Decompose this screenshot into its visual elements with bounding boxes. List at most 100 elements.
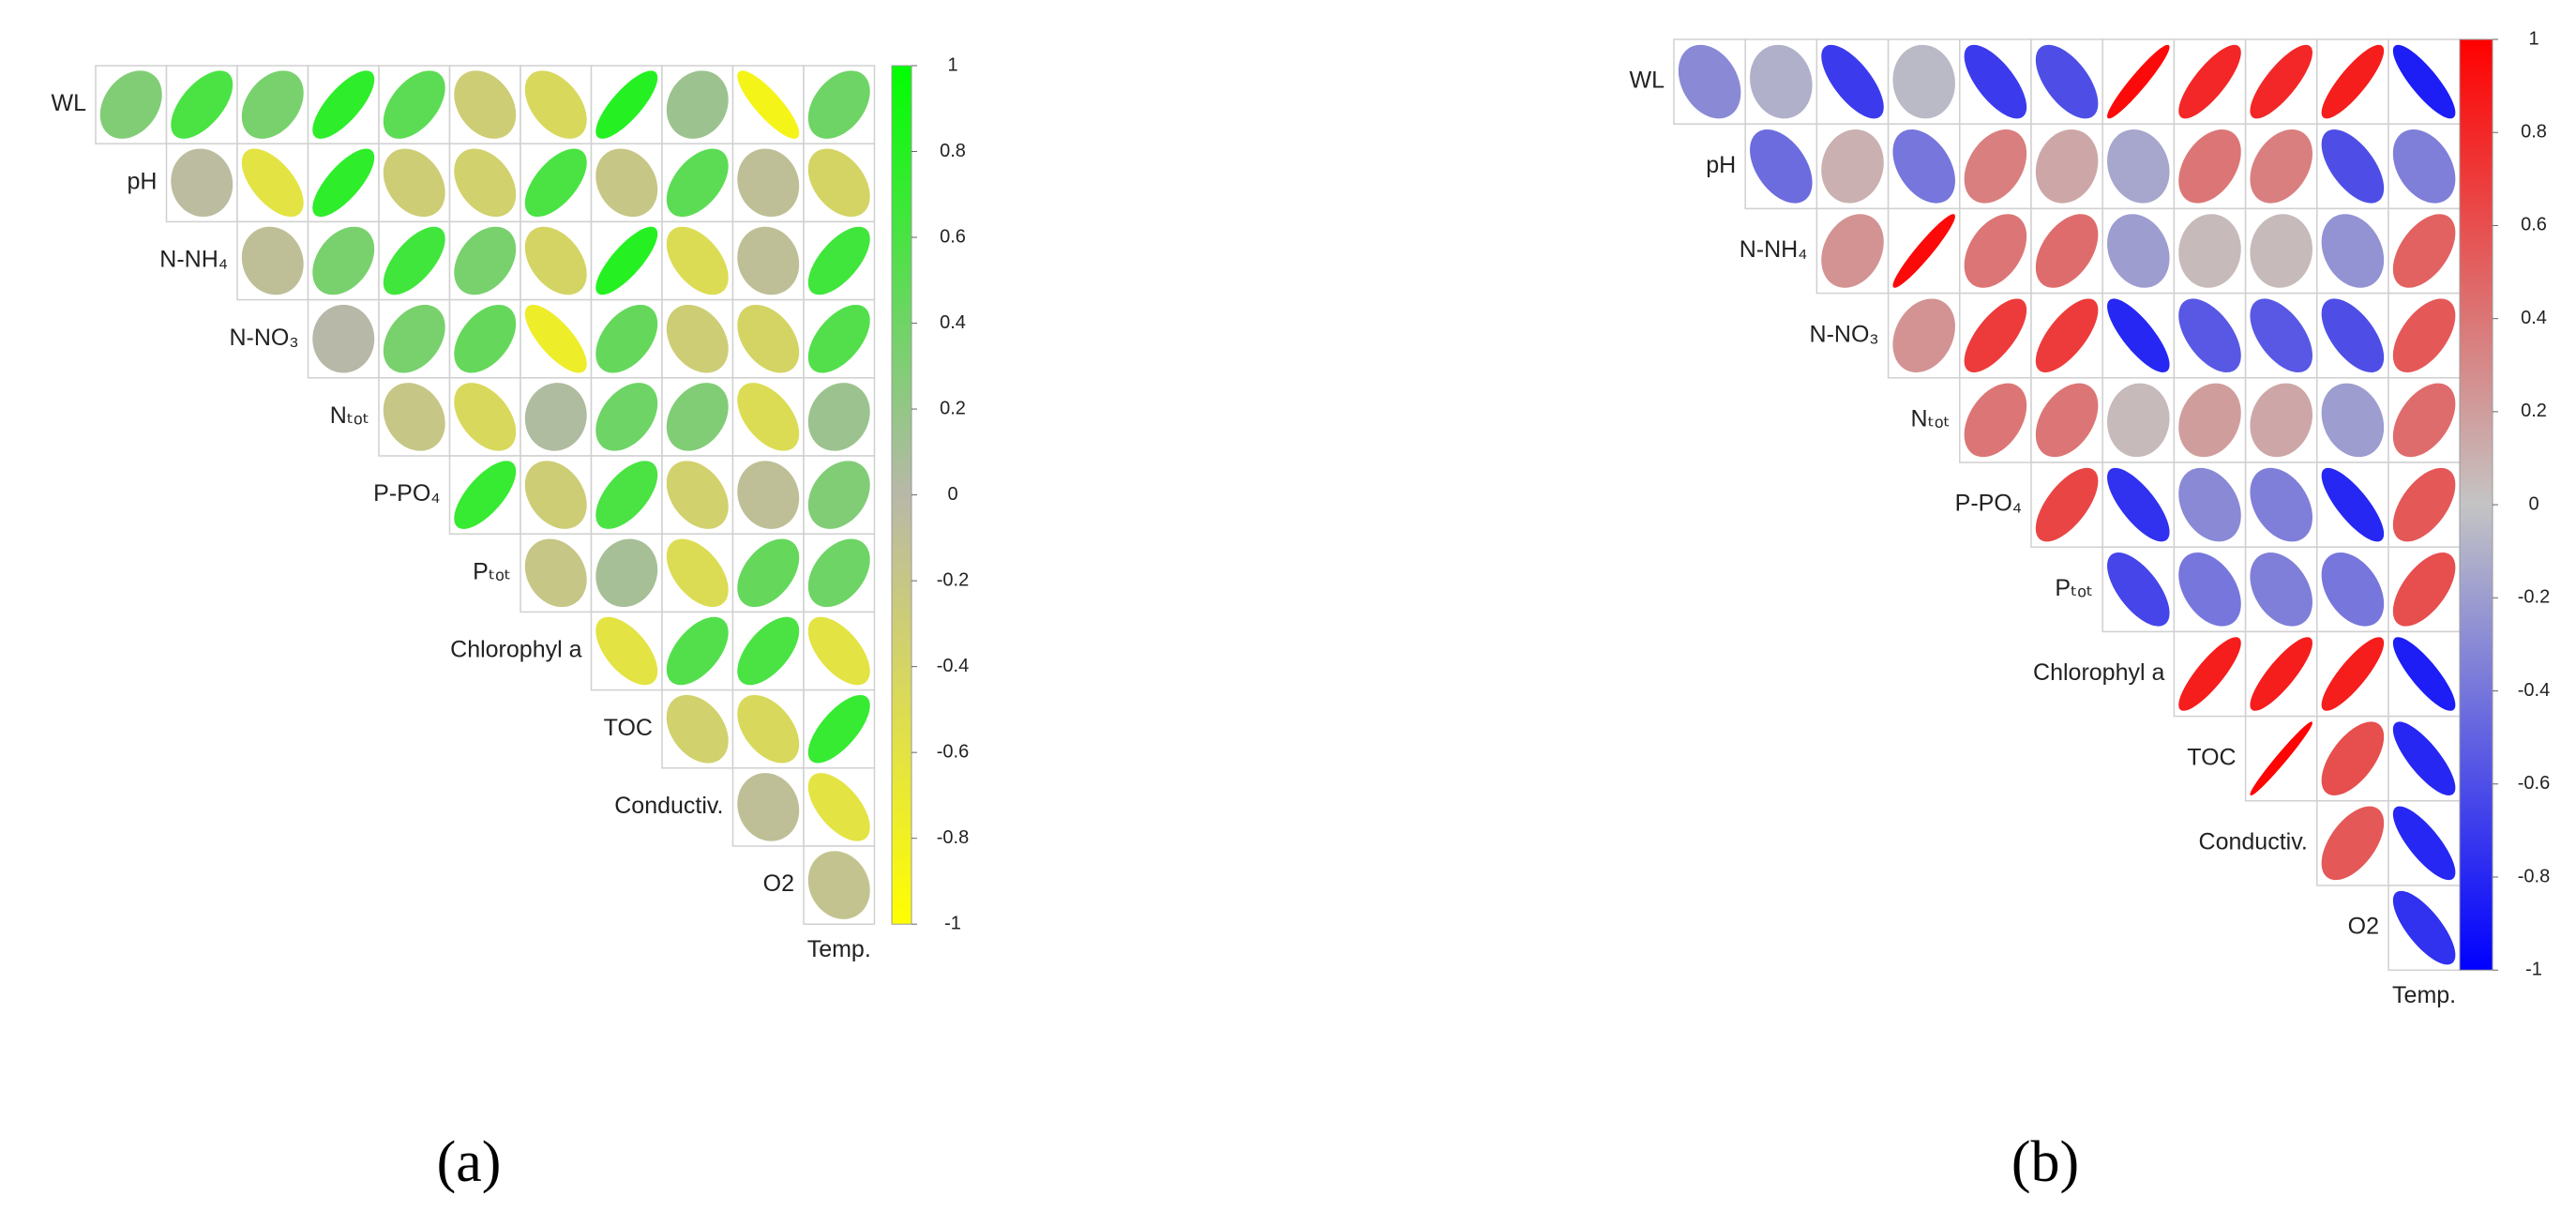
row-label: N-NO₃: [229, 325, 298, 351]
ellipse: [2321, 383, 2385, 458]
ellipse: [1892, 44, 1955, 119]
ellipse: [2250, 214, 2312, 288]
ellipse: [524, 304, 587, 373]
ellipse: [807, 851, 870, 919]
ellipse: [383, 304, 445, 373]
ellipse: [666, 538, 729, 608]
ellipse: [2392, 44, 2456, 119]
row-label: N-NH₄: [159, 247, 228, 273]
colorbar-tick-label: 0.6: [2521, 215, 2547, 235]
ellipse: [666, 226, 729, 295]
ellipse: [2178, 552, 2241, 627]
ellipse: [171, 70, 233, 139]
ellipse: [2035, 383, 2099, 458]
ellipse: [807, 538, 870, 608]
ellipse: [2250, 467, 2312, 542]
ellipse: [807, 70, 870, 139]
ellipse: [1678, 44, 1741, 119]
ellipse: [241, 226, 304, 295]
row-label: O2: [2348, 914, 2379, 940]
ellipse: [312, 148, 375, 218]
row-label: O2: [763, 870, 794, 897]
ellipse: [454, 304, 517, 373]
ellipse: [595, 383, 658, 451]
ellipse: [2250, 637, 2312, 711]
colorbar-tick-label: -0.6: [937, 741, 969, 762]
ellipse: [383, 70, 445, 139]
ellipse: [595, 70, 658, 139]
ellipse: [454, 226, 517, 295]
ellipse: [1892, 129, 1955, 204]
ellipse: [666, 148, 729, 218]
ellipse: [2178, 383, 2241, 458]
ellipse: [595, 616, 658, 686]
ellipse: [2107, 467, 2170, 542]
ellipse: [2392, 721, 2456, 795]
ellipse: [666, 70, 729, 139]
ellipse: [2035, 214, 2099, 288]
colorbar-tick-label: 0: [947, 484, 957, 505]
ellipse: [737, 226, 800, 295]
ellipse: [1821, 129, 1884, 204]
ellipse: [737, 148, 800, 218]
ellipse: [383, 226, 445, 295]
ellipse: [524, 383, 587, 451]
ellipse: [524, 461, 587, 529]
ellipse: [2035, 44, 2099, 119]
ellipse: [454, 148, 517, 218]
colorbar-tick-label: 0.2: [940, 398, 966, 418]
colorbar-tick-label: -0.4: [937, 656, 969, 676]
row-label: pH: [1706, 152, 1736, 178]
colorbar-tick-label: -0.2: [2518, 587, 2550, 608]
ellipse: [1750, 129, 1813, 204]
ellipse: [2178, 214, 2241, 288]
ellipse: [1821, 44, 1884, 119]
ellipse: [807, 383, 870, 451]
row-label: Pₜₒₜ: [2055, 575, 2093, 601]
row-label: Chlorophyl a: [450, 637, 581, 663]
ellipse: [595, 148, 658, 218]
ellipse: [524, 226, 587, 295]
ellipse: [2321, 467, 2385, 542]
ellipse: [454, 461, 517, 529]
colorbar-tick-label: 0.8: [2521, 122, 2547, 143]
ellipse: [2392, 298, 2456, 372]
ellipse: [1964, 44, 2027, 119]
ellipse: [524, 148, 587, 218]
colorbar: [891, 65, 912, 925]
row-label: N-NH₄: [1740, 236, 1808, 263]
colorbar-tick-label: -0.4: [2518, 680, 2550, 701]
ellipse: [2178, 129, 2241, 204]
ellipse: [2321, 214, 2385, 288]
ellipse: [2178, 298, 2241, 372]
row-label: TOC: [604, 715, 653, 741]
ellipse: [2035, 467, 2099, 542]
ellipse: [2321, 44, 2385, 119]
colorbar-tick-label: -0.6: [2518, 773, 2550, 794]
ellipse: [2392, 890, 2456, 965]
ellipse: [666, 383, 729, 451]
ellipse: [1964, 214, 2027, 288]
ellipse: [1750, 44, 1813, 119]
ellipse: [737, 538, 800, 608]
ellipse: [2107, 383, 2170, 458]
ellipse: [807, 148, 870, 218]
ellipse: [1964, 383, 2027, 458]
ellipse: [666, 694, 729, 764]
colorbar-tick-label: 0.4: [2521, 308, 2547, 328]
ellipse: [2321, 129, 2385, 204]
ellipse: [666, 461, 729, 529]
ellipse: [2178, 467, 2241, 542]
ellipse: [2392, 383, 2456, 458]
colorbar-tick-label: -1: [944, 913, 961, 933]
row-label: WL: [1630, 68, 1665, 94]
row-label: N-NO₃: [1810, 321, 1879, 347]
ellipse: [737, 461, 800, 529]
ellipse: [737, 694, 800, 764]
ellipse: [1964, 298, 2027, 372]
colorbar-tick-label: 0.8: [940, 141, 966, 161]
ellipse: [2107, 129, 2170, 204]
col-label: Temp.: [2392, 982, 2456, 1008]
ellipse: [2250, 721, 2312, 795]
